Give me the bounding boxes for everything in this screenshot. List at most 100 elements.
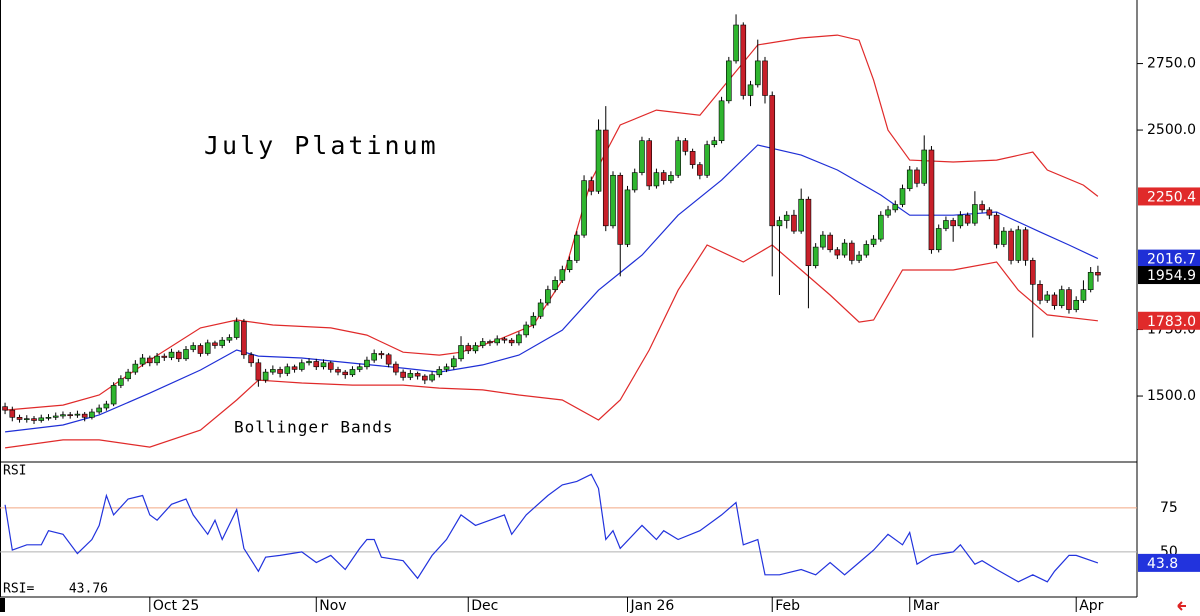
candle-body [559,269,566,281]
candle-body [870,238,877,245]
value-marker-label: 2016.7 [1147,252,1196,268]
candle-body [820,234,826,248]
candle-body [566,260,573,270]
candle-body [726,60,732,102]
candle-body [841,242,848,256]
candle-body [747,84,754,96]
value-marker [1138,249,1200,268]
candle-body [986,209,993,216]
candle-body [1051,294,1058,306]
x-tick-label: Nov [319,598,346,614]
candle-body [2,406,8,411]
candle-body [574,234,580,261]
candle-body [342,371,349,376]
candle-body [81,413,88,418]
rsi-readout-label: RSI= [3,582,34,597]
x-tick-label: Dec [471,598,498,614]
candle-body [168,351,175,358]
candle-body [9,409,16,418]
candle-body [1001,230,1007,245]
candle-body [248,354,254,364]
candle-body [125,371,131,380]
candle-body [219,339,225,346]
x-tick-label: Mar [913,598,940,614]
candle-body [190,345,197,350]
candle-body [1044,294,1051,301]
candle-body [957,214,964,227]
candle-body [371,353,377,361]
candle-body [617,174,624,245]
candle-body [906,169,913,189]
bollinger-band [5,34,1099,411]
candle-body [443,366,450,370]
candle-body [429,374,435,381]
candle-body [834,249,841,256]
x-tick-label: Oct 25 [153,598,199,614]
candle-body [877,214,884,240]
candle-body [704,144,710,176]
candle-body [1095,272,1101,276]
candle-body [335,369,341,373]
candle-body [378,353,385,356]
value-marker-label: 1783.0 [1147,314,1196,330]
candle-body [313,361,320,368]
candle-body [783,214,790,221]
y-tick-label: 2750.0 [1147,56,1196,72]
candle-body [827,234,833,251]
candle-body [385,354,392,365]
candle-body [291,366,298,370]
candle-body [602,129,609,227]
candle-body [972,204,978,224]
candle-body [523,324,529,336]
candle-body [103,403,110,409]
candle-body [284,366,291,374]
candle-body [914,169,920,184]
candle-body [624,189,631,245]
candle-body [849,242,855,261]
candle-body [863,244,870,256]
y-tick-label: 1500.0 [1147,388,1196,404]
candle-body [60,414,66,417]
candle-body [682,140,689,152]
x-tick-label: Jan 26 [629,598,674,614]
candle-body [754,60,761,86]
candle-body [197,345,204,354]
candle-body [487,341,493,344]
candle-body [110,385,117,405]
candle-body [581,180,587,236]
candle-body [147,357,153,364]
candle-body [798,198,804,232]
candle-body [414,373,421,377]
value-marker [1138,311,1200,330]
candle-body [697,164,703,176]
candle-body [653,172,660,187]
candle-body [646,140,652,187]
candle-body [183,349,189,360]
candle-body [306,361,312,364]
candle-body [993,214,1000,245]
candle-body [472,345,479,352]
candle-body [921,149,928,184]
candle-body [964,214,971,224]
candle-body [349,369,356,376]
candle-body [537,302,544,317]
candle-body [805,198,812,267]
candle-body [668,174,674,181]
candle-body [233,321,240,338]
candle-body [791,214,797,232]
candle-body [154,355,160,364]
value-marker [1138,266,1200,285]
x-tick-label: Feb [775,598,800,614]
candle-body [204,342,211,354]
candle-body [67,414,74,416]
candle-body [96,407,102,413]
candle-body [494,338,501,344]
value-marker-label: 2250.4 [1147,189,1196,205]
candle-body [52,415,59,418]
candle-body [812,246,819,267]
candle-body [595,129,602,192]
candle-body [422,375,428,381]
candle-body [545,289,551,304]
